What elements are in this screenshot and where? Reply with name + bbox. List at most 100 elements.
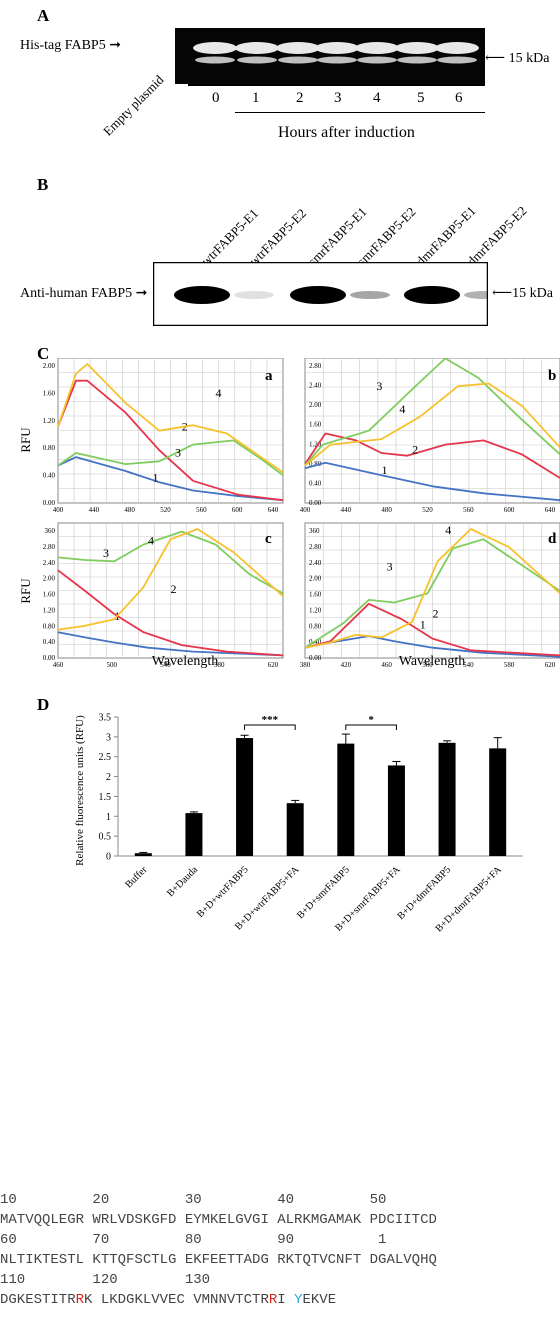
c-xtick: 540 [160,661,171,668]
c-ytick: 1.60 [309,591,322,599]
subplot-letter: b [548,368,556,384]
c-ytick: 0.80 [309,622,322,630]
spectrum-curve-4 [304,382,560,467]
c-ytick: 0.40 [309,479,322,487]
curve-label-4: 4 [445,523,451,537]
c-xtick: 440 [89,506,100,514]
bar [185,813,203,856]
blot-b-band [464,291,488,299]
c-xtick: 520 [160,506,171,514]
sequence-ruler-1: 10 20 30 40 50 [0,1192,387,1208]
lane-divider [188,84,485,86]
d-category-label: B+D+dmrFABP5 [396,864,454,922]
sequence-line-2: NLTIKTESTL KTTQFSCTLG EKFEETTADG RKTQTVC… [0,1252,437,1268]
bar [438,742,456,856]
empty-plasmid-label: Empty plasmid [100,72,167,139]
curve-label-2: 2 [433,607,439,621]
blot-b-band [290,286,346,304]
spectrum-subplot-d: 380 420 460 500 540 580 6200.000.400.801.201.6… [300,522,560,668]
bar [286,803,304,856]
panel-b-blot [153,262,488,326]
c-xtick: 600 [504,506,515,514]
c-ytick: 2.40 [309,382,322,390]
bar [134,853,152,856]
panel-b-letter: B [37,175,49,194]
panel-b-marker: ⟵15 kDa [492,286,553,301]
sequence-ruler-2: 60 70 80 90 1 [0,1232,387,1248]
c-xtick: 640 [545,506,556,514]
spectrum-curve-2 [304,602,560,657]
subplot-letter: c [265,531,272,547]
c-ytick: 1.60 [43,389,56,397]
c-ytick: 2.00 [309,575,322,583]
blot-b-band [350,291,390,299]
c-ytick: 2.80 [43,543,56,551]
spectrum-curve-3 [304,538,560,649]
hours-bracket [235,112,485,113]
panel-d-letter: D [37,695,50,714]
blot-b-band [234,291,274,299]
c-xtick: 600 [232,506,243,514]
c-xlabel: Wavelength [399,654,466,668]
panel-c-letter: C [37,344,50,363]
curve-label-4: 4 [148,534,154,548]
c-xtick: 400 [53,506,64,514]
c-ytick: 0.00 [43,654,56,662]
spectrum-curve-2 [304,432,560,479]
spectrum-curve-1 [57,631,284,657]
blot-a-band-lower [357,56,397,64]
blot-b-band [404,286,460,304]
curve-label-3: 3 [103,546,109,560]
c-ytick: 2.80 [309,362,322,370]
blot-a-band-upper [315,42,359,54]
blot-a-band-upper [355,42,399,54]
curve-label-3: 3 [376,379,382,393]
spectrum-curve-4 [304,528,560,649]
c-ytick: 1.20 [43,417,56,425]
blot-a-band-lower [397,56,437,64]
blot-a-band-upper [235,42,279,54]
subplot-letter: a [265,368,273,384]
d-category-label: B+D+smrFABP5 [295,864,352,921]
blot-a-band-lower [278,56,318,64]
curve-label-1: 1 [153,470,159,484]
c-xtick: 620 [268,661,279,668]
spectrum-subplot-b: 400 440 480 520 560 600 640 0.00 0.40 0.80 1.20 1.6… [300,358,560,514]
curve-label-3: 3 [175,446,181,460]
significance-bracket [244,724,296,730]
c-ytick: 1.20 [309,606,322,614]
blot-a-band-lower [437,56,477,64]
c-ytick: 0.00 [43,499,56,507]
c-xtick: 500 [422,661,433,668]
c-ytick: 0.80 [43,622,56,630]
c-xtick: 580 [214,661,225,668]
c-ytick: 0.00 [309,654,322,662]
c-xtick: 460 [381,661,392,668]
c-xtick: 620 [545,661,556,668]
c-ytick: 360 [309,527,320,535]
c-xtick: 580 [504,661,515,668]
d-ytick: 2 [106,772,111,783]
spectrum-curve-1 [304,461,560,502]
significance-label: *** [262,714,279,726]
d-ytick: 1.5 [99,792,112,803]
spectrum-curve-3 [57,530,284,595]
c-xtick: 560 [196,506,207,514]
blot-a-band-upper [395,42,439,54]
c-ytick: 2.00 [43,575,56,583]
blot-b-band [174,286,230,304]
spectrum-curve-2 [57,379,284,502]
blot-a-band-lower [317,56,357,64]
d-ytick: 3 [106,732,111,743]
lane-label-a: 4 [373,90,381,106]
lane-label-a: 5 [417,90,425,106]
c-ytick: 2.00 [43,362,56,370]
d-ylabel: Relative fluorescence units (RFU) [74,715,86,866]
significance-label: * [368,714,374,726]
bar [236,738,254,856]
c-xtick: 380 [300,661,311,668]
spectrum-curve-2 [57,569,284,657]
c-xtick: 640 [268,506,279,514]
d-ytick: 2.5 [99,752,112,763]
subplot-letter: d [548,531,557,547]
